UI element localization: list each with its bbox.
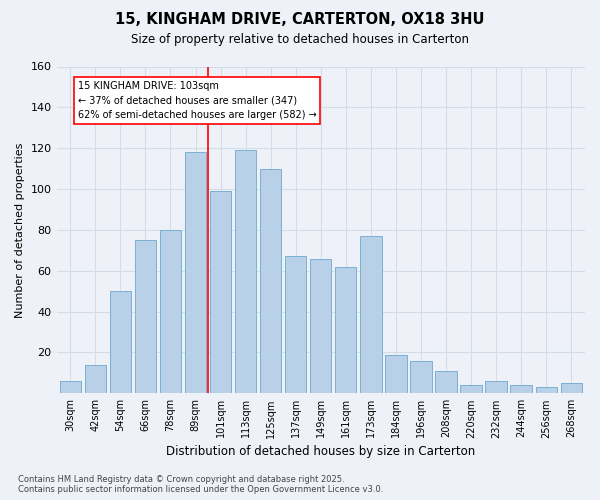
Bar [536, 387, 557, 394]
Bar [335, 266, 356, 394]
Bar [160, 230, 181, 394]
Text: 15 KINGHAM DRIVE: 103sqm
← 37% of detached houses are smaller (347)
62% of semi-: 15 KINGHAM DRIVE: 103sqm ← 37% of detach… [78, 81, 317, 120]
Bar [460, 385, 482, 394]
Bar [436, 371, 457, 394]
Bar [110, 291, 131, 394]
Bar [260, 168, 281, 394]
Bar [511, 385, 532, 394]
Bar [285, 256, 307, 394]
Text: 15, KINGHAM DRIVE, CARTERTON, OX18 3HU: 15, KINGHAM DRIVE, CARTERTON, OX18 3HU [115, 12, 485, 28]
Bar [485, 381, 507, 394]
Bar [185, 152, 206, 394]
Bar [235, 150, 256, 394]
Text: Contains HM Land Registry data © Crown copyright and database right 2025.
Contai: Contains HM Land Registry data © Crown c… [18, 474, 383, 494]
Y-axis label: Number of detached properties: Number of detached properties [15, 142, 25, 318]
Text: Size of property relative to detached houses in Carterton: Size of property relative to detached ho… [131, 32, 469, 46]
Bar [310, 258, 331, 394]
Bar [210, 191, 231, 394]
X-axis label: Distribution of detached houses by size in Carterton: Distribution of detached houses by size … [166, 444, 475, 458]
Bar [360, 236, 382, 394]
Bar [59, 381, 81, 394]
Bar [135, 240, 156, 394]
Bar [85, 364, 106, 394]
Bar [560, 383, 582, 394]
Bar [385, 354, 407, 394]
Bar [410, 360, 431, 394]
